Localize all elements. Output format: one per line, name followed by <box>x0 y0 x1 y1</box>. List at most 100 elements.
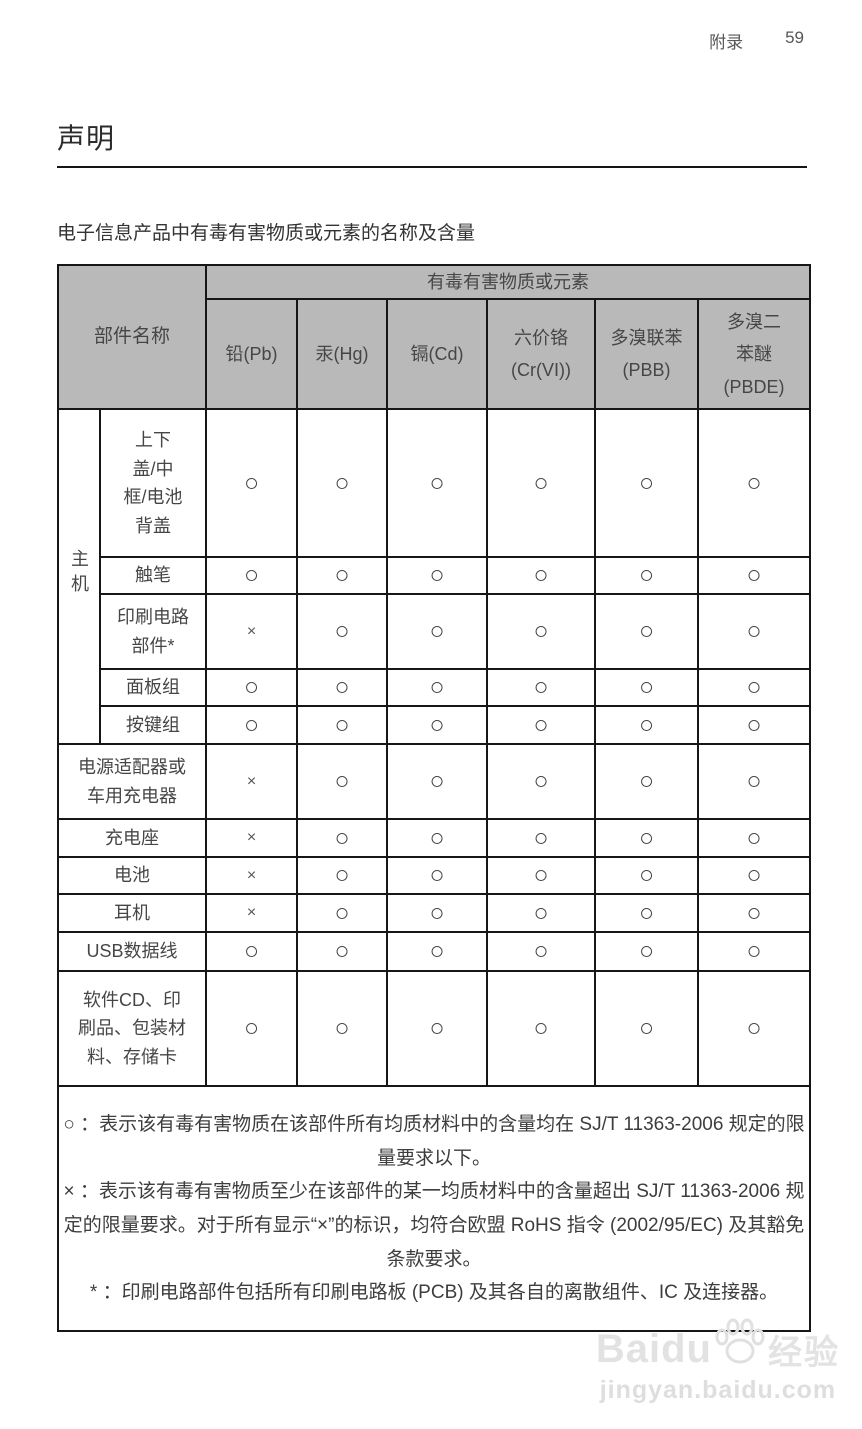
part-name-cell: 耳机 <box>56 893 208 934</box>
page-header: 附录 59 <box>0 0 862 53</box>
column-header-cr: 六价铬 (Cr(VI)) <box>486 298 597 411</box>
table-row: 主机 上下 盖/中 框/电池 背盖 ○ ○ ○ ○ ○ ○ <box>57 408 812 746</box>
substance-value: ○ <box>296 818 389 859</box>
part-name-cell: 按键组 <box>98 705 208 746</box>
header-page-number: 59 <box>785 28 804 47</box>
substance-value: ○ <box>486 743 597 821</box>
substance-value: ○ <box>386 705 489 746</box>
substance-value: ○ <box>386 408 489 559</box>
substance-value: ○ <box>296 970 389 1088</box>
substance-value: ○ <box>697 556 812 596</box>
substance-value: ○ <box>594 705 700 746</box>
watermark-url: jingyan.baidu.com <box>599 1376 837 1404</box>
column-header-pbb: 多溴联苯 (PBB) <box>594 298 700 411</box>
substance-value: ○ <box>205 556 299 596</box>
substance-value: ○ <box>594 970 700 1088</box>
substance-value: ○ <box>697 818 812 859</box>
substance-value: ○ <box>296 556 389 596</box>
substance-value: ○ <box>205 970 299 1088</box>
table-row: 充电座 × ○ ○ ○ ○ ○ <box>56 818 812 859</box>
part-name-cell: 电源适配器或 车用充电器 <box>56 743 208 821</box>
substance-value: ○ <box>296 893 389 934</box>
substance-value: ○ <box>205 705 299 746</box>
legend-notes-cell: ○ ：表示该有毒有害物质在该部件所有均质材料中的含量均在 SJ/T 11363-… <box>56 1085 812 1333</box>
substance-value: ○ <box>486 705 597 746</box>
substance-value: ○ <box>386 593 489 671</box>
column-header-part-name: 部件名称 <box>56 263 208 411</box>
substance-value: ○ <box>594 856 700 896</box>
substance-value: ○ <box>594 931 700 973</box>
substance-value: ○ <box>386 818 489 859</box>
baidu-jingyan-watermark: Baidu 经验 jingyan.baidu.com <box>596 1318 840 1405</box>
part-name-cell: 充电座 <box>56 818 208 859</box>
note-circle-meaning: ○ ：表示该有毒有害物质在该部件所有均质材料中的含量均在 SJ/T 11363-… <box>63 1114 805 1169</box>
substance-value: ○ <box>386 893 489 934</box>
table-row: ○ ：表示该有毒有害物质在该部件所有均质材料中的含量均在 SJ/T 11363-… <box>56 1085 812 1333</box>
part-name-cell: 上下 盖/中 框/电池 背盖 <box>98 408 208 559</box>
substance-value: ○ <box>386 743 489 821</box>
substance-value: ○ <box>594 818 700 859</box>
rohs-substances-table: 部件名称 有毒有害物质或元素 铅(Pb) 汞(Hg) 镉(Cd) 六价铬 (Cr… <box>56 263 812 1333</box>
substance-value: ○ <box>594 408 700 559</box>
page-title: 声明 <box>57 123 116 154</box>
column-header-cd: 镉(Cd) <box>386 298 489 411</box>
substance-value: × <box>205 743 299 821</box>
table-row: 触笔 ○ ○ ○ ○ ○ ○ <box>58 556 812 596</box>
substance-value: ○ <box>486 556 597 596</box>
table-row: 电源适配器或 车用充电器 × ○ ○ ○ ○ ○ <box>56 743 812 821</box>
substance-value: ○ <box>697 856 812 896</box>
substance-value: ○ <box>486 931 597 973</box>
substance-value: ○ <box>486 593 597 671</box>
note-asterisk-meaning: * ：印刷电路部件包括所有印刷电路板 (PCB) 及其各自的离散组件、IC 及连… <box>89 1282 779 1304</box>
table-row: 面板组 ○ ○ ○ ○ ○ ○ <box>58 668 812 708</box>
substance-value: × <box>205 818 299 859</box>
substance-value: ○ <box>594 593 700 671</box>
substance-value: ○ <box>205 668 299 708</box>
substance-value: ○ <box>486 970 597 1088</box>
substance-value: × <box>205 893 299 934</box>
part-name-cell: 印刷电路 部件* <box>98 593 208 671</box>
substance-value: ○ <box>296 931 389 973</box>
table-row: 耳机 × ○ ○ ○ ○ ○ <box>56 893 812 934</box>
table-row: 电池 × ○ ○ ○ ○ ○ <box>56 856 812 896</box>
column-header-substances-group: 有毒有害物质或元素 <box>205 263 812 301</box>
part-name-cell: 软件CD、印 刷品、包装材 料、存储卡 <box>56 970 208 1088</box>
title-divider <box>57 166 807 168</box>
substance-value: ○ <box>697 893 812 934</box>
substance-value: ○ <box>594 556 700 596</box>
substance-value: ○ <box>296 668 389 708</box>
substance-value: × <box>205 593 299 671</box>
substance-value: × <box>205 856 299 896</box>
column-header-hg: 汞(Hg) <box>296 298 389 411</box>
substance-value: ○ <box>486 818 597 859</box>
column-header-pbde: 多溴二 苯醚 (PBDE) <box>697 298 812 411</box>
substance-value: ○ <box>296 743 389 821</box>
table-row: 软件CD、印 刷品、包装材 料、存储卡 ○ ○ ○ ○ ○ ○ <box>56 970 812 1088</box>
substance-value: ○ <box>486 856 597 896</box>
watermark-brand-suffix: 经验 <box>768 1334 840 1372</box>
table-caption: 电子信息产品中有毒有害物质或元素的名称及含量 <box>57 223 476 244</box>
substance-value: ○ <box>697 408 812 559</box>
substance-value: ○ <box>296 408 389 559</box>
substance-value: ○ <box>697 931 812 973</box>
substance-value: ○ <box>296 856 389 896</box>
table-row: USB数据线 ○ ○ ○ ○ ○ ○ <box>56 931 812 973</box>
substance-value: ○ <box>697 705 812 746</box>
substance-value: ○ <box>697 668 812 708</box>
substance-value: ○ <box>296 593 389 671</box>
part-name-cell: 电池 <box>56 856 208 896</box>
baidu-paw-icon <box>715 1318 765 1363</box>
substance-value: ○ <box>594 668 700 708</box>
row-group-main-unit: 主机 <box>57 408 101 746</box>
substance-value: ○ <box>386 970 489 1088</box>
substance-value: ○ <box>205 408 299 559</box>
part-name-cell: 触笔 <box>98 556 208 596</box>
substance-value: ○ <box>386 931 489 973</box>
part-name-cell: 面板组 <box>98 668 208 708</box>
header-section-label: 附录 <box>709 33 744 52</box>
substance-value: ○ <box>486 893 597 934</box>
substance-value: ○ <box>594 743 700 821</box>
table-row: 按键组 ○ ○ ○ ○ ○ ○ <box>58 705 812 746</box>
column-header-pb: 铅(Pb) <box>205 298 299 411</box>
